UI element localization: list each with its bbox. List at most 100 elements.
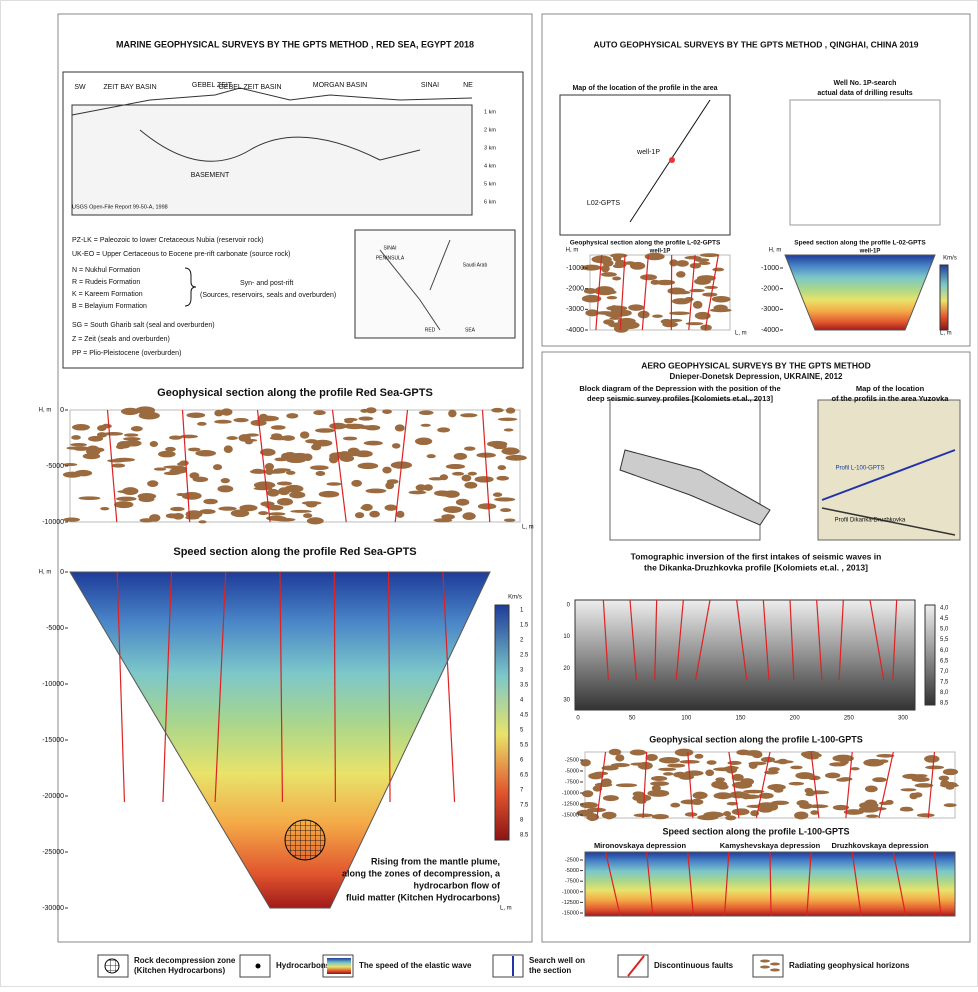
horizon-blob [121,408,139,415]
colorbar-label: 5,0 [940,627,949,633]
colorbar-label: 5.5 [520,743,529,749]
horizon-blob [344,419,353,424]
colorbar-label: 3 [520,668,524,674]
label: SW [74,84,86,91]
horizon-blob [214,420,232,424]
horizon-blob [345,453,365,456]
horizon-blob [440,474,448,480]
horizon-blob [186,412,205,417]
tick-label: -15000 [42,737,64,744]
horizon-blob [163,466,185,469]
horizon-blob [504,519,516,522]
tick-label: -25000 [42,849,64,856]
label: SEA [465,327,476,333]
label: Speed section along the profile L-100-GP… [662,826,849,836]
horizon-blob [657,280,668,284]
horizon-blob [198,520,206,523]
colorbar-label: 8.5 [520,833,529,839]
legend-icon [760,960,770,963]
horizon-blob [154,468,166,471]
tick-label: 0 [576,716,580,722]
horizon-blob [290,510,312,513]
label: H, m [39,408,52,414]
horizon-blob [676,260,689,267]
label: Block diagram of the Depression with the… [579,384,780,393]
colorbar-label: 2.5 [520,653,529,659]
horizon-blob [303,513,312,518]
horizon-blob [446,464,465,469]
horizon-blob [684,770,703,775]
horizon-blob [283,452,298,460]
colorbar [940,265,948,330]
horizon-blob [712,268,724,272]
label: R = Rudeis Formation [72,279,140,286]
horizon-blob [239,505,257,512]
label: Well No. 1P-search [834,80,897,87]
horizon-blob [258,511,268,515]
tick-label: -1000 [566,265,584,272]
horizon-blob [580,802,598,808]
horizon-blob [915,783,934,787]
horizon-blob [668,319,682,322]
horizon-blob [424,484,433,491]
horizon-blob [670,803,680,808]
horizon-blob [443,506,462,513]
label: Z = Zeit (seals and overburden) [72,336,170,343]
horizon-blob [382,467,391,474]
horizon-blob [630,749,646,755]
horizon-blob [345,424,353,428]
horizon-blob [97,432,107,438]
horizon-blob [773,760,794,763]
horizon-blob [71,435,81,440]
horizon-blob [382,409,392,414]
label: H, m [769,248,782,254]
horizon-blob [170,468,187,474]
colorbar-label: 6.5 [520,773,529,779]
horizon-blob [203,499,217,505]
horizon-blob [182,492,202,500]
colorbar-label: 5,5 [940,637,949,643]
horizon-blob [504,428,514,431]
horizon-blob [714,305,728,312]
horizon-blob [704,286,717,289]
label: hydrocarbon flow of [414,880,502,890]
horizon-blob [943,769,958,776]
horizon-blob [355,512,364,518]
tick-label: 0 [60,569,64,576]
legend-label: Rock decompression zone [134,956,236,965]
horizon-blob [427,454,436,458]
tick-label: -15000 [562,910,579,916]
label: Geophysical section along the profile L-… [570,240,721,247]
tick-label: 100 [681,716,692,722]
label: along the zones of decompression, a [342,868,501,878]
tick-label: 200 [790,716,801,722]
label: fluid matter (Kitchen Hydrocarbons) [346,892,500,902]
horizon-blob [707,760,717,765]
horizon-blob [462,512,475,520]
tick-label: -5000 [46,625,64,632]
horizon-blob [693,301,703,309]
horizon-blob [316,471,326,476]
horizon-blob [909,793,918,800]
colorbar-label: 1.5 [520,623,529,629]
poster: MARINE GEOPHYSICAL SURVEYS BY THE GPTS M… [0,0,978,987]
tick-label: 250 [844,716,855,722]
tomo-colorbar [925,605,935,705]
horizon-blob [475,476,494,483]
horizon-blob [702,293,717,297]
horizon-blob [711,781,727,789]
horizon-blob [616,783,637,787]
tick-label: -15000 [562,812,579,818]
colorbar-label: 8 [520,818,524,824]
horizon-blob [487,441,507,447]
legend-icon [628,956,644,976]
legend-label: (Kitchen Hydrocarbons) [134,966,225,975]
horizon-blob [395,424,405,431]
colorbar-label: 8,5 [940,701,949,707]
label: well-1P [636,149,660,156]
horizon-blob [609,312,618,315]
horizon-blob [351,480,362,487]
label: H, m [39,570,52,576]
horizon-blob [271,425,286,430]
horizon-blob [369,511,380,518]
